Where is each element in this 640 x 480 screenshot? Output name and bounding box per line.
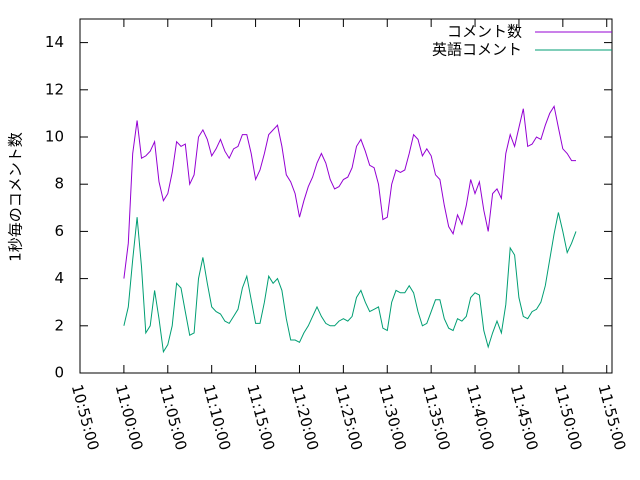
x-tick-label: 11:15:00 [243,383,278,453]
x-tick-label: 11:50:00 [551,383,586,453]
y-tick-label: 4 [54,269,64,287]
x-tick-label: 11:10:00 [199,383,234,453]
y-tick-label: 12 [45,80,64,98]
x-tick-label: 11:35:00 [419,383,454,453]
y-tick-label: 2 [54,316,64,334]
y-tick-label: 14 [45,33,64,51]
y-tick-label: 10 [45,128,64,146]
x-tick-label: 11:20:00 [287,383,322,453]
x-tick-label: 11:25:00 [331,383,366,453]
x-tick-label: 11:40:00 [463,383,498,453]
x-tick-label: 10:55:00 [68,383,103,453]
series-line [123,212,577,354]
x-tick-label: 11:30:00 [375,383,410,453]
legend-label: 英語コメント [432,41,522,59]
y-tick-label: 8 [54,175,64,193]
x-tick-label: 11:00:00 [112,383,147,453]
x-tick-label: 11:05:00 [156,383,191,453]
x-tick-label: 11:45:00 [507,383,542,453]
series-line [123,104,576,279]
plot-border [79,18,613,374]
y-tick-label: 0 [54,364,64,382]
y-axis-label: 1秒毎のコメント数 [7,132,25,262]
y-tick-label: 6 [54,222,64,240]
x-tick-label: 11:55:00 [595,383,630,453]
legend-label: コメント数 [447,23,522,41]
